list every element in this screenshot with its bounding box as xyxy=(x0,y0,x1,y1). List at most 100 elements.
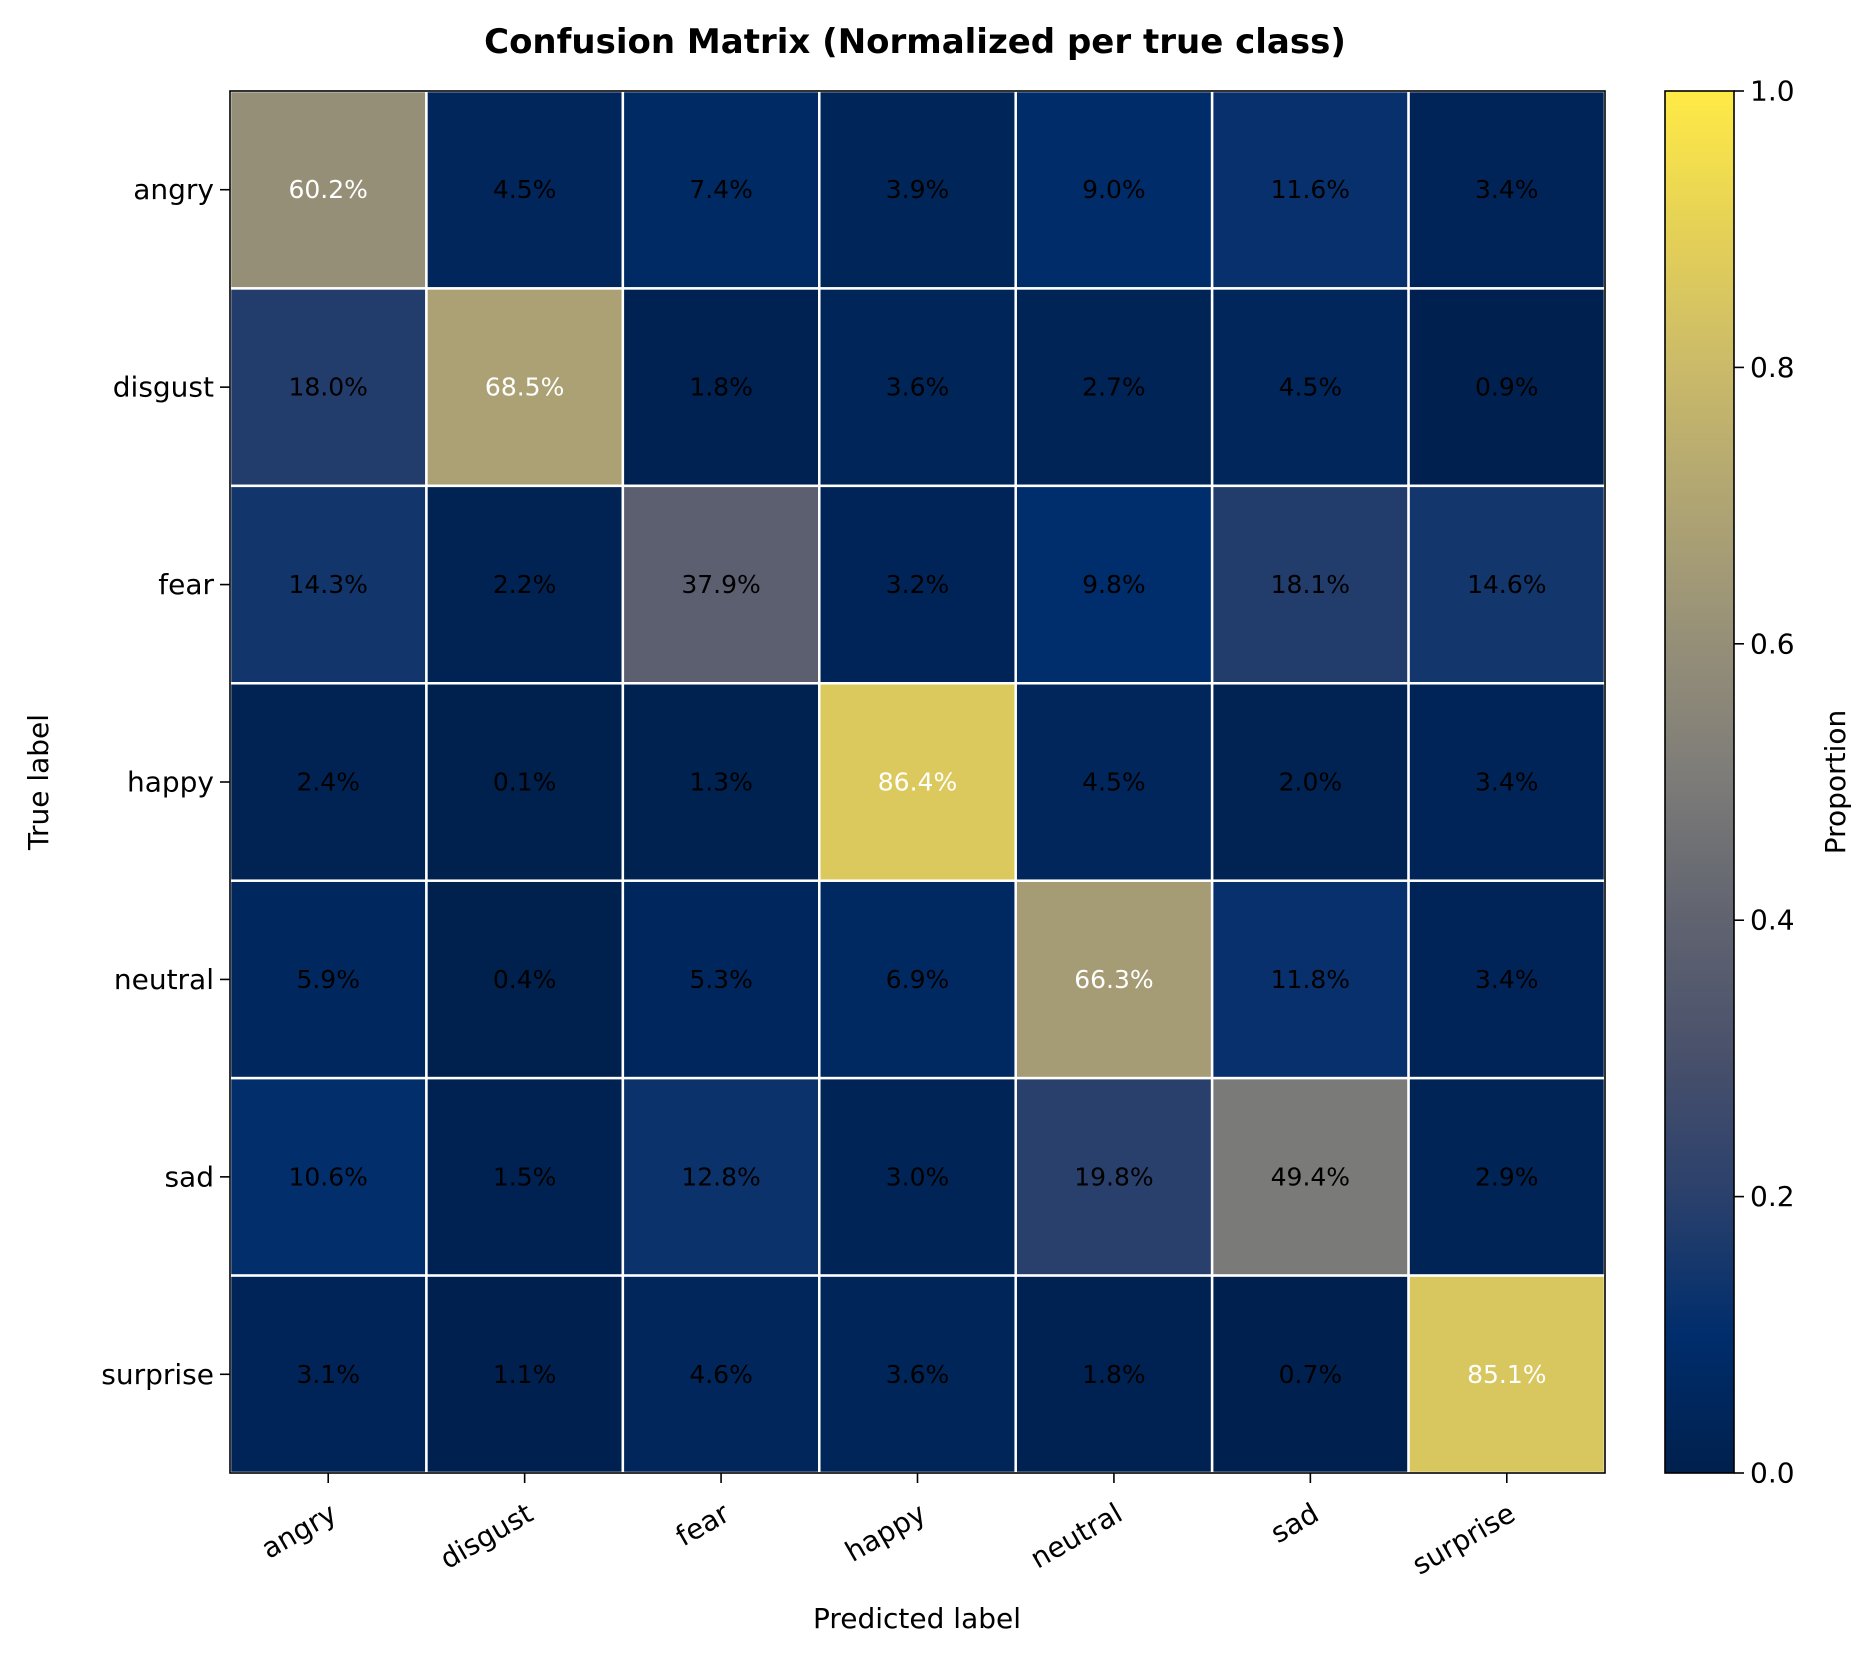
cell-value-label: 3.6% xyxy=(886,373,950,402)
heatmap-cell xyxy=(228,682,428,882)
y-tick-label: disgust xyxy=(113,371,214,404)
heatmap-cell xyxy=(228,89,428,290)
x-tick-label: angry xyxy=(256,1496,342,1565)
cell-value-label: 6.9% xyxy=(886,965,950,994)
heatmap-cell xyxy=(1407,879,1607,1080)
heatmap-cell xyxy=(1210,1274,1410,1475)
cell-value-label: 18.0% xyxy=(289,373,368,402)
cell-value-label: 60.2% xyxy=(289,175,368,204)
cell-value-label: 14.6% xyxy=(1467,570,1546,599)
cell-value-label: 1.3% xyxy=(689,768,753,797)
colorbar-tick-label: 0.8 xyxy=(1750,351,1795,384)
cell-value-label: 1.5% xyxy=(493,1162,557,1191)
y-tick-label: surprise xyxy=(101,1358,214,1391)
heatmap-cell xyxy=(621,1076,821,1277)
cell-value-label: 3.4% xyxy=(1475,965,1539,994)
cell-value-label: 11.8% xyxy=(1271,965,1350,994)
heatmap-cell xyxy=(425,89,625,290)
x-tick-label: neutral xyxy=(1025,1496,1128,1575)
x-axis-label: Predicted label xyxy=(813,1602,1021,1635)
y-tick-label: sad xyxy=(164,1160,214,1193)
colorbar-label: Proportion xyxy=(1819,710,1852,854)
heatmap-cell xyxy=(1014,1274,1214,1475)
cell-value-label: 7.4% xyxy=(689,175,753,204)
heatmap-cell xyxy=(818,682,1017,882)
y-tick-label: happy xyxy=(127,766,214,799)
heatmap-cell xyxy=(1407,484,1607,685)
x-tick-label: sad xyxy=(1265,1496,1324,1549)
cell-value-label: 86.4% xyxy=(878,768,957,797)
cell-value-label: 5.9% xyxy=(296,965,360,994)
heatmap-cell xyxy=(621,879,821,1080)
cell-value-label: 2.4% xyxy=(296,768,360,797)
colorbar-tick-label: 0.0 xyxy=(1750,1457,1795,1490)
cell-value-label: 11.6% xyxy=(1271,175,1350,204)
cell-value-label: 2.2% xyxy=(493,570,557,599)
cell-value-label: 4.5% xyxy=(1279,373,1343,402)
cell-value-label: 0.7% xyxy=(1279,1360,1343,1389)
cell-value-label: 49.4% xyxy=(1271,1162,1350,1191)
cell-value-label: 14.3% xyxy=(289,570,368,599)
cell-value-label: 1.8% xyxy=(1082,1360,1146,1389)
cell-value-label: 0.1% xyxy=(493,768,557,797)
cell-value-label: 9.0% xyxy=(1082,175,1146,204)
y-tick-label: fear xyxy=(158,568,214,601)
y-tick-label: angry xyxy=(133,173,214,206)
cell-value-label: 3.6% xyxy=(886,1360,950,1389)
x-tick-label: disgust xyxy=(434,1496,538,1575)
colorbar-tick-label: 0.4 xyxy=(1750,904,1795,937)
colorbar-ticks: 0.0 0.2 0.4 0.6 0.8 1.0 xyxy=(1734,75,1795,1490)
heatmap-cell xyxy=(621,287,821,488)
cell-value-label: 10.6% xyxy=(289,1162,368,1191)
heatmap-cell xyxy=(425,484,625,685)
cell-value-label: 2.9% xyxy=(1475,1162,1539,1191)
heatmap-cell xyxy=(1014,89,1214,290)
cell-value-label: 1.1% xyxy=(493,1360,557,1389)
cell-value-label: 3.4% xyxy=(1475,175,1539,204)
heatmap-cell xyxy=(228,879,428,1080)
cell-value-label: 0.9% xyxy=(1475,373,1539,402)
heatmap-cell xyxy=(1014,287,1214,488)
heatmap-cell xyxy=(1014,484,1214,685)
colorbar-tick-label: 1.0 xyxy=(1750,75,1795,108)
x-tick-label: happy xyxy=(840,1496,932,1568)
cell-value-label: 9.8% xyxy=(1082,570,1146,599)
cell-value-label: 0.4% xyxy=(493,965,557,994)
heatmap-cell xyxy=(1014,1076,1214,1277)
cell-value-label: 2.7% xyxy=(1082,373,1146,402)
cell-value-label: 4.5% xyxy=(1082,768,1146,797)
heatmap-cells xyxy=(228,89,1607,1475)
heatmap-cell xyxy=(818,1274,1017,1475)
x-tick-label: fear xyxy=(670,1496,735,1553)
cell-value-label: 3.2% xyxy=(886,570,950,599)
cell-value-label: 12.8% xyxy=(681,1162,760,1191)
cell-value-label: 18.1% xyxy=(1271,570,1350,599)
cell-value-label: 37.9% xyxy=(681,570,760,599)
cell-value-label: 1.8% xyxy=(689,373,753,402)
heatmap-cell xyxy=(1210,89,1410,290)
cell-value-label: 5.3% xyxy=(689,965,753,994)
colorbar-tick-label: 0.2 xyxy=(1750,1180,1795,1213)
colorbar xyxy=(1664,90,1735,1474)
heatmap-cell xyxy=(1407,1076,1607,1277)
colorbar-tick-label: 0.6 xyxy=(1750,627,1795,660)
heatmap-cell xyxy=(1210,287,1410,488)
cell-value-label: 68.5% xyxy=(485,373,564,402)
heatmap-cell xyxy=(621,1274,821,1475)
y-axis-ticks: angry disgust fear happy neutral sad surprise xyxy=(101,173,230,1391)
heatmap-cell xyxy=(1210,484,1410,685)
heatmap-cell xyxy=(425,1076,625,1277)
cell-value-label: 3.4% xyxy=(1475,768,1539,797)
x-axis-ticks: angry disgust fear happy neutral sad surprise xyxy=(256,1473,1521,1581)
heatmap-cell xyxy=(1407,682,1607,882)
heatmap-cell-labels: 60.2% 4.5% 7.4% 3.9% 9.0% 11.6% 3.4% 18.0% 68.5%… xyxy=(289,175,1547,1389)
cell-value-label: 2.0% xyxy=(1279,768,1343,797)
cell-value-label: 3.1% xyxy=(296,1360,360,1389)
cell-value-label: 66.3% xyxy=(1074,965,1153,994)
cell-value-label: 85.1% xyxy=(1467,1360,1546,1389)
heatmap-cell xyxy=(228,1274,428,1475)
cell-value-label: 3.9% xyxy=(886,175,950,204)
x-tick-label: surprise xyxy=(1407,1496,1521,1581)
